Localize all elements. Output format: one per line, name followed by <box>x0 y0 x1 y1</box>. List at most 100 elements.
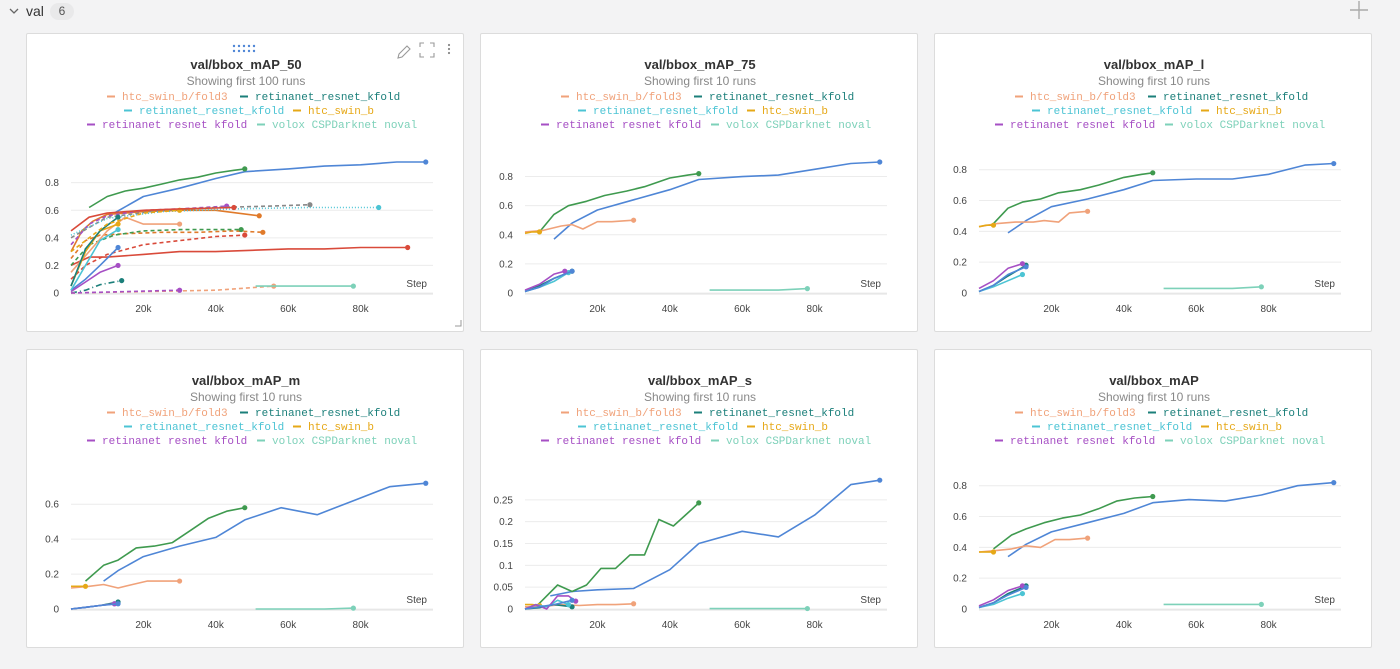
series-endpoint[interactable] <box>423 159 429 165</box>
series-line[interactable] <box>114 161 426 214</box>
series-endpoint[interactable] <box>260 229 266 235</box>
legend-item[interactable]: yolox_CSPDarknet_noval <box>711 120 871 132</box>
series-line[interactable] <box>978 586 1027 609</box>
chevron-down-icon[interactable] <box>8 5 20 17</box>
series-line[interactable] <box>70 216 119 287</box>
series-endpoint[interactable] <box>631 217 637 223</box>
series-endpoint[interactable] <box>1150 493 1156 500</box>
series-endpoint[interactable] <box>256 213 262 219</box>
series-line[interactable] <box>992 172 1153 225</box>
series-endpoint[interactable] <box>307 202 313 208</box>
series-endpoint[interactable] <box>423 480 429 486</box>
series-line[interactable] <box>88 168 245 209</box>
legend-item[interactable]: yolox_CSPDarknet_noval <box>257 436 417 448</box>
legend-item[interactable]: retinanet_resnet_kfold <box>694 92 854 104</box>
series-endpoint[interactable] <box>1150 170 1156 176</box>
series-endpoint[interactable] <box>350 605 356 611</box>
legend-item[interactable]: htc_swin_b <box>293 106 374 118</box>
series-endpoint[interactable] <box>1085 535 1091 541</box>
legend-item[interactable]: retinanet_resnet_kfold <box>578 106 738 118</box>
series-line[interactable] <box>70 246 408 267</box>
series-line[interactable] <box>70 234 245 280</box>
series-endpoint[interactable] <box>1019 261 1026 267</box>
legend-item[interactable]: retinanet_resnet_kfold <box>694 408 854 420</box>
series-endpoint[interactable] <box>1258 601 1264 607</box>
series-endpoint[interactable] <box>115 601 121 607</box>
legend-item[interactable]: htc_swin_b <box>747 106 828 118</box>
legend-item[interactable]: retinanet_resnet_kfold <box>124 422 284 434</box>
drag-handle-icon[interactable] <box>232 44 256 53</box>
legend-item[interactable]: retinanet_resnet_kfold <box>1032 422 1192 434</box>
legend-item[interactable]: htc_swin_b/fold3 <box>1015 408 1136 420</box>
series-line[interactable] <box>978 210 1088 228</box>
series-line[interactable] <box>709 287 808 291</box>
series-endpoint[interactable] <box>242 166 248 172</box>
chart-panel[interactable]: val/bbox_mAP_m Showing first 10 runs htc_s… <box>26 349 464 648</box>
legend-item[interactable]: retinanet_resnet_kfold <box>1148 408 1308 420</box>
legend-item[interactable]: retinanet_resnet_kfold <box>995 120 1155 132</box>
legend-item[interactable]: htc_swin_b <box>293 422 374 434</box>
series-endpoint[interactable] <box>877 159 883 165</box>
series-endpoint[interactable] <box>177 287 183 293</box>
series-line[interactable] <box>70 206 234 232</box>
series-endpoint[interactable] <box>631 601 637 607</box>
legend-item[interactable]: htc_swin_b/fold3 <box>107 92 228 104</box>
chart-panel[interactable]: val/bbox_mAP_s Showing first 10 runs htc_s… <box>480 349 918 648</box>
series-endpoint[interactable] <box>119 277 125 284</box>
series-endpoint[interactable] <box>569 597 575 603</box>
legend-item[interactable]: retinanet_resnet_kfold <box>1032 106 1192 118</box>
series-endpoint[interactable] <box>1331 480 1337 486</box>
series-line[interactable] <box>993 495 1153 550</box>
series-endpoint[interactable] <box>696 500 702 506</box>
series-endpoint[interactable] <box>536 229 543 235</box>
series-endpoint[interactable] <box>877 477 883 483</box>
legend-item[interactable]: retinanet_resnet_kfold <box>87 120 247 132</box>
series-endpoint[interactable] <box>804 286 810 292</box>
series-endpoint[interactable] <box>350 283 356 289</box>
legend-item[interactable]: htc_swin_b <box>747 422 828 434</box>
series-line[interactable] <box>103 482 426 582</box>
series-endpoint[interactable] <box>115 244 121 251</box>
chart-panel[interactable]: val/bbox_mAP_l Showing first 10 runs htc_s… <box>934 33 1372 332</box>
series-endpoint[interactable] <box>238 226 244 233</box>
legend-item[interactable]: htc_swin_b/fold3 <box>561 92 682 104</box>
legend-item[interactable]: retinanet_resnet_kfold <box>124 106 284 118</box>
series-line[interactable] <box>70 279 122 294</box>
series-endpoint[interactable] <box>242 505 248 511</box>
series-line[interactable] <box>255 607 354 610</box>
series-line[interactable] <box>70 228 119 291</box>
series-line[interactable] <box>524 270 573 293</box>
series-line[interactable] <box>538 172 699 233</box>
series-endpoint[interactable] <box>569 268 575 274</box>
chart-panel[interactable]: val/bbox_mAP_75 Showing first 10 runs htc_… <box>480 33 918 332</box>
legend-item[interactable]: yolox_CSPDarknet_noval <box>711 436 871 448</box>
series-line[interactable] <box>978 585 1023 607</box>
series-endpoint[interactable] <box>115 214 121 220</box>
series-line[interactable] <box>524 595 577 610</box>
series-endpoint[interactable] <box>1331 160 1337 167</box>
series-endpoint[interactable] <box>696 171 702 177</box>
series-line[interactable] <box>70 603 119 610</box>
series-endpoint[interactable] <box>231 204 237 211</box>
resize-handle-icon[interactable] <box>455 320 462 327</box>
series-line[interactable] <box>524 599 573 610</box>
series-line[interactable] <box>70 264 119 293</box>
series-line[interactable] <box>978 266 1027 293</box>
series-line[interactable] <box>1163 286 1262 290</box>
series-endpoint[interactable] <box>242 232 248 238</box>
edit-icon[interactable] <box>397 45 411 59</box>
series-line[interactable] <box>70 209 180 253</box>
series-line[interactable] <box>524 270 566 291</box>
series-line[interactable] <box>553 161 880 240</box>
more-icon[interactable] <box>447 43 451 55</box>
series-line[interactable] <box>524 219 634 233</box>
series-line[interactable] <box>84 506 245 582</box>
section-title[interactable]: val <box>26 3 44 19</box>
series-endpoint[interactable] <box>1258 284 1264 290</box>
chart-panel[interactable]: val/bbox_mAP_50 Showing first 100 runs htc… <box>26 33 464 332</box>
legend-item[interactable]: retinanet_resnet_kfold <box>541 436 701 448</box>
series-endpoint[interactable] <box>1023 264 1029 270</box>
series-endpoint[interactable] <box>990 549 997 555</box>
series-endpoint[interactable] <box>1019 590 1026 597</box>
series-endpoint[interactable] <box>562 268 568 274</box>
